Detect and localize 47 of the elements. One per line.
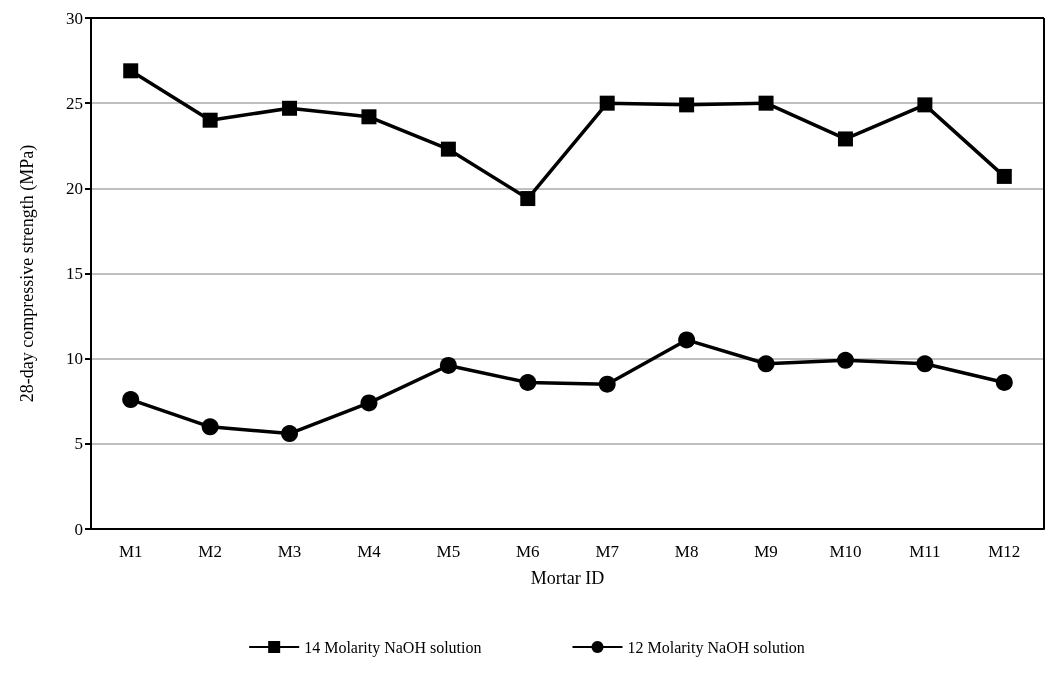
- point: [360, 394, 378, 412]
- point: [281, 425, 299, 443]
- point: [678, 331, 696, 349]
- x-tick-label: M11: [909, 542, 941, 561]
- legend-label: 12 Molarity NaOH solution: [627, 638, 805, 657]
- y-tick-label: 25: [66, 93, 83, 113]
- point: [123, 63, 139, 79]
- y-tick-label: 30: [66, 8, 83, 28]
- x-tick-label: M7: [595, 542, 620, 561]
- y-tick-label: 20: [66, 178, 83, 198]
- x-tick-label: M1: [118, 542, 143, 561]
- x-tick-label: M3: [277, 542, 302, 561]
- x-tick-label: M6: [515, 542, 540, 561]
- point: [836, 351, 854, 369]
- point: [996, 168, 1012, 184]
- point: [758, 95, 774, 111]
- x-tick-label: M5: [436, 542, 461, 561]
- legend-label: 14 Molarity NaOH solution: [304, 638, 482, 657]
- point: [519, 374, 537, 392]
- point: [282, 100, 298, 116]
- y-axis-title: 28-day compressive strength (MPa): [17, 144, 38, 403]
- point: [122, 391, 140, 409]
- point: [995, 374, 1013, 392]
- y-tick-label: 0: [74, 519, 83, 539]
- x-tick-label: M2: [198, 542, 222, 561]
- x-tick-label: M10: [829, 542, 862, 561]
- point: [757, 355, 775, 373]
- x-tick-label: M9: [754, 542, 778, 561]
- point: [439, 356, 457, 374]
- point: [201, 418, 219, 436]
- point: [440, 141, 456, 157]
- point: [599, 95, 615, 111]
- point: [598, 375, 616, 393]
- point: [202, 112, 218, 128]
- x-axis-title: Mortar ID: [530, 568, 605, 588]
- x-tick-label: M4: [357, 542, 382, 561]
- y-tick-label: 10: [66, 349, 83, 369]
- x-tick-label: M8: [674, 542, 699, 561]
- point: [361, 109, 377, 125]
- point: [916, 355, 934, 373]
- point: [917, 97, 933, 113]
- y-tick-label: 5: [74, 434, 83, 454]
- point: [837, 131, 853, 147]
- y-tick-label: 15: [66, 264, 83, 283]
- x-tick-label: M12: [988, 542, 1021, 561]
- point: [679, 97, 695, 113]
- point: [520, 191, 536, 207]
